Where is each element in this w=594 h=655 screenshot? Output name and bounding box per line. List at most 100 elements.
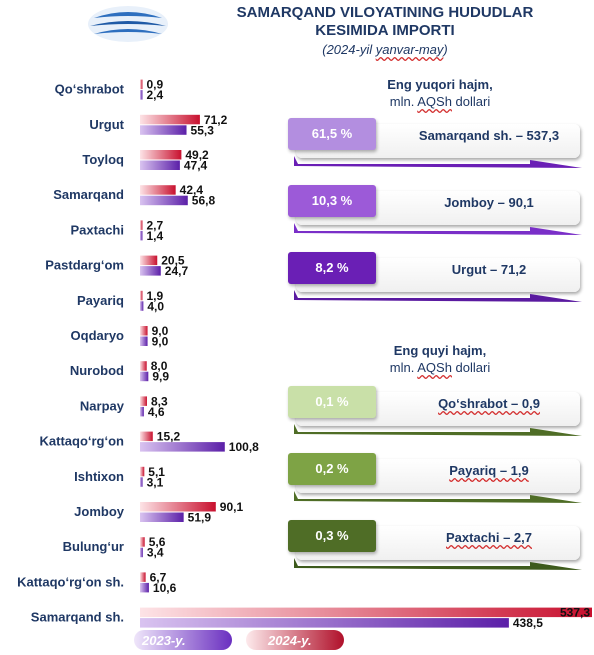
category-label: Oqdaryo xyxy=(71,328,125,343)
category-label: Nurobod xyxy=(70,363,124,378)
bar-2023 xyxy=(140,160,180,170)
title-line-1: SAMARQAND VILOYATINING HUDUDLAR xyxy=(236,4,534,21)
bar-2024 xyxy=(140,79,143,90)
bar-2024 xyxy=(140,185,176,195)
bar-2023 xyxy=(140,266,161,276)
value-label-2023: 9,9 xyxy=(152,370,169,384)
bar-2024 xyxy=(140,572,146,582)
category-label: Paxtachi xyxy=(71,222,124,237)
bar-2024 xyxy=(140,607,592,618)
bar-2024 xyxy=(140,326,148,336)
category-label: Pastdarg‘om xyxy=(45,258,124,273)
category-label: Payariq xyxy=(77,293,124,308)
category-label: Kattaqo‘rg‘on sh. xyxy=(17,574,124,589)
bottom-card-3-label: Paxtachi – 2,7 xyxy=(398,530,580,545)
value-label-2023: 1,4 xyxy=(147,229,164,243)
legend-2023-label: 2023-y. xyxy=(141,633,186,648)
top-section-heading: Eng yuqori hajm, mln. AQSh dollari xyxy=(340,76,540,110)
bottom-card-3-percent: 0,3 % xyxy=(288,520,376,552)
value-label-2023: 3,1 xyxy=(147,475,164,489)
legend-2024-swatch xyxy=(246,630,344,650)
category-label: Toyloq xyxy=(82,152,124,167)
bar-2024 xyxy=(140,361,147,371)
value-label-2024: 5,6 xyxy=(149,535,166,549)
top-card-3-percent: 8,2 % xyxy=(288,252,376,284)
value-label-2024: 42,4 xyxy=(180,183,204,197)
bottom-section-unit: mln. AQSh dollari xyxy=(389,360,491,375)
top-card-3-ribbon xyxy=(294,290,582,302)
page-subtitle: (2024-yil yanvar-may) xyxy=(322,42,448,57)
category-label: Urgut xyxy=(89,117,124,132)
value-label-2024: 15,2 xyxy=(157,430,181,444)
value-label-2023: 51,9 xyxy=(188,511,212,525)
top-card-2-label: Jomboy – 90,1 xyxy=(444,195,534,210)
category-label: Samarqand xyxy=(53,187,124,202)
top-card-2-percent: 10,3 % xyxy=(288,185,376,217)
top-card-2-ribbon xyxy=(294,223,582,235)
category-label: Ishtixon xyxy=(74,469,124,484)
bottom-section-heading: Eng quyi hajm, mln. AQSh dollari xyxy=(340,342,540,376)
top-card-1-percent: 61,5 % xyxy=(288,118,376,150)
bar-2023 xyxy=(140,301,144,311)
bar-2023 xyxy=(140,477,143,487)
top-section-unit: mln. AQSh dollari xyxy=(389,94,491,109)
bar-2023 xyxy=(140,406,144,417)
top-card-1-label: Samarqand sh. – 537,3 xyxy=(418,128,560,143)
bottom-card-2-percent: 0,2 % xyxy=(288,453,376,485)
value-label-2023: 2,4 xyxy=(147,88,164,102)
bar-2023 xyxy=(140,371,149,382)
category-label: Qo‘shrabot xyxy=(55,82,125,97)
bottom-card-3: 0,3 % Paxtachi – 2,7 xyxy=(288,520,584,580)
bar-2024 xyxy=(140,466,145,477)
bar-2023 xyxy=(140,195,188,206)
bar-2023 xyxy=(140,582,149,593)
value-label-2024: 537,3 xyxy=(560,606,590,620)
bottom-card-1-label-text: Qo‘shrabot – 0,9 xyxy=(438,396,540,411)
value-label-2024: 1,9 xyxy=(147,289,164,303)
value-label-2024: 49,2 xyxy=(185,148,209,162)
top-section-title: Eng yuqori hajm, xyxy=(387,77,493,92)
value-label-2024: 2,7 xyxy=(147,218,164,232)
bar-2023 xyxy=(140,442,225,452)
value-label-2024: 8,3 xyxy=(151,394,168,408)
bottom-card-2: 0,2 % Payariq – 1,9 xyxy=(288,453,584,513)
bar-2024 xyxy=(140,150,182,160)
page-title: SAMARQAND VILOYATINING HUDUDLAR KESIMIDA… xyxy=(190,4,580,40)
title-line-2: KESIMIDA IMPORTI xyxy=(315,22,455,39)
value-label-2023: 47,4 xyxy=(184,159,208,173)
category-label: Jomboy xyxy=(74,504,125,519)
bar-2023 xyxy=(140,618,509,628)
bar-2023 xyxy=(140,512,184,522)
value-label-2024: 20,5 xyxy=(161,254,185,268)
bottom-card-1: 0,1 % Qo‘shrabot – 0,9 xyxy=(288,386,584,446)
value-label-2023: 4,0 xyxy=(147,299,164,313)
value-label-2024: 6,7 xyxy=(150,570,167,584)
top-card-3: 8,2 % Urgut – 71,2 xyxy=(288,252,584,312)
bar-2024 xyxy=(140,255,158,266)
logo-icon xyxy=(88,6,168,42)
bar-2024 xyxy=(140,220,143,230)
value-label-2023: 100,8 xyxy=(229,440,259,454)
bottom-card-3-label-text: Paxtachi – 2,7 xyxy=(446,530,532,545)
value-label-2023: 10,6 xyxy=(153,581,177,595)
value-label-2024: 9,0 xyxy=(152,324,169,338)
bar-2024 xyxy=(140,290,143,301)
bottom-card-2-label: Payariq – 1,9 xyxy=(398,463,580,478)
top-card-1: 61,5 % Samarqand sh. – 537,3 xyxy=(288,118,584,178)
top-card-1-ribbon xyxy=(294,156,582,168)
value-label-2024: 90,1 xyxy=(220,500,244,514)
category-label: Samarqand sh. xyxy=(31,610,124,625)
value-label-2024: 8,0 xyxy=(151,359,168,373)
bottom-card-1-label: Qo‘shrabot – 0,9 xyxy=(398,396,580,411)
value-label-2023: 438,5 xyxy=(513,616,543,630)
bar-2023 xyxy=(140,125,187,135)
legend-2023-swatch xyxy=(134,630,232,650)
category-label: Bulung‘ur xyxy=(63,539,124,554)
category-label: Kattaqo‘rg‘on xyxy=(40,434,125,449)
top-card-2: 10,3 % Jomboy – 90,1 xyxy=(288,185,584,245)
value-label-2023: 3,4 xyxy=(147,546,164,560)
bottom-section-title: Eng quyi hajm, xyxy=(393,343,487,358)
bar-2024 xyxy=(140,114,200,125)
bottom-card-3-ribbon xyxy=(294,558,582,570)
bar-2024 xyxy=(140,502,216,512)
